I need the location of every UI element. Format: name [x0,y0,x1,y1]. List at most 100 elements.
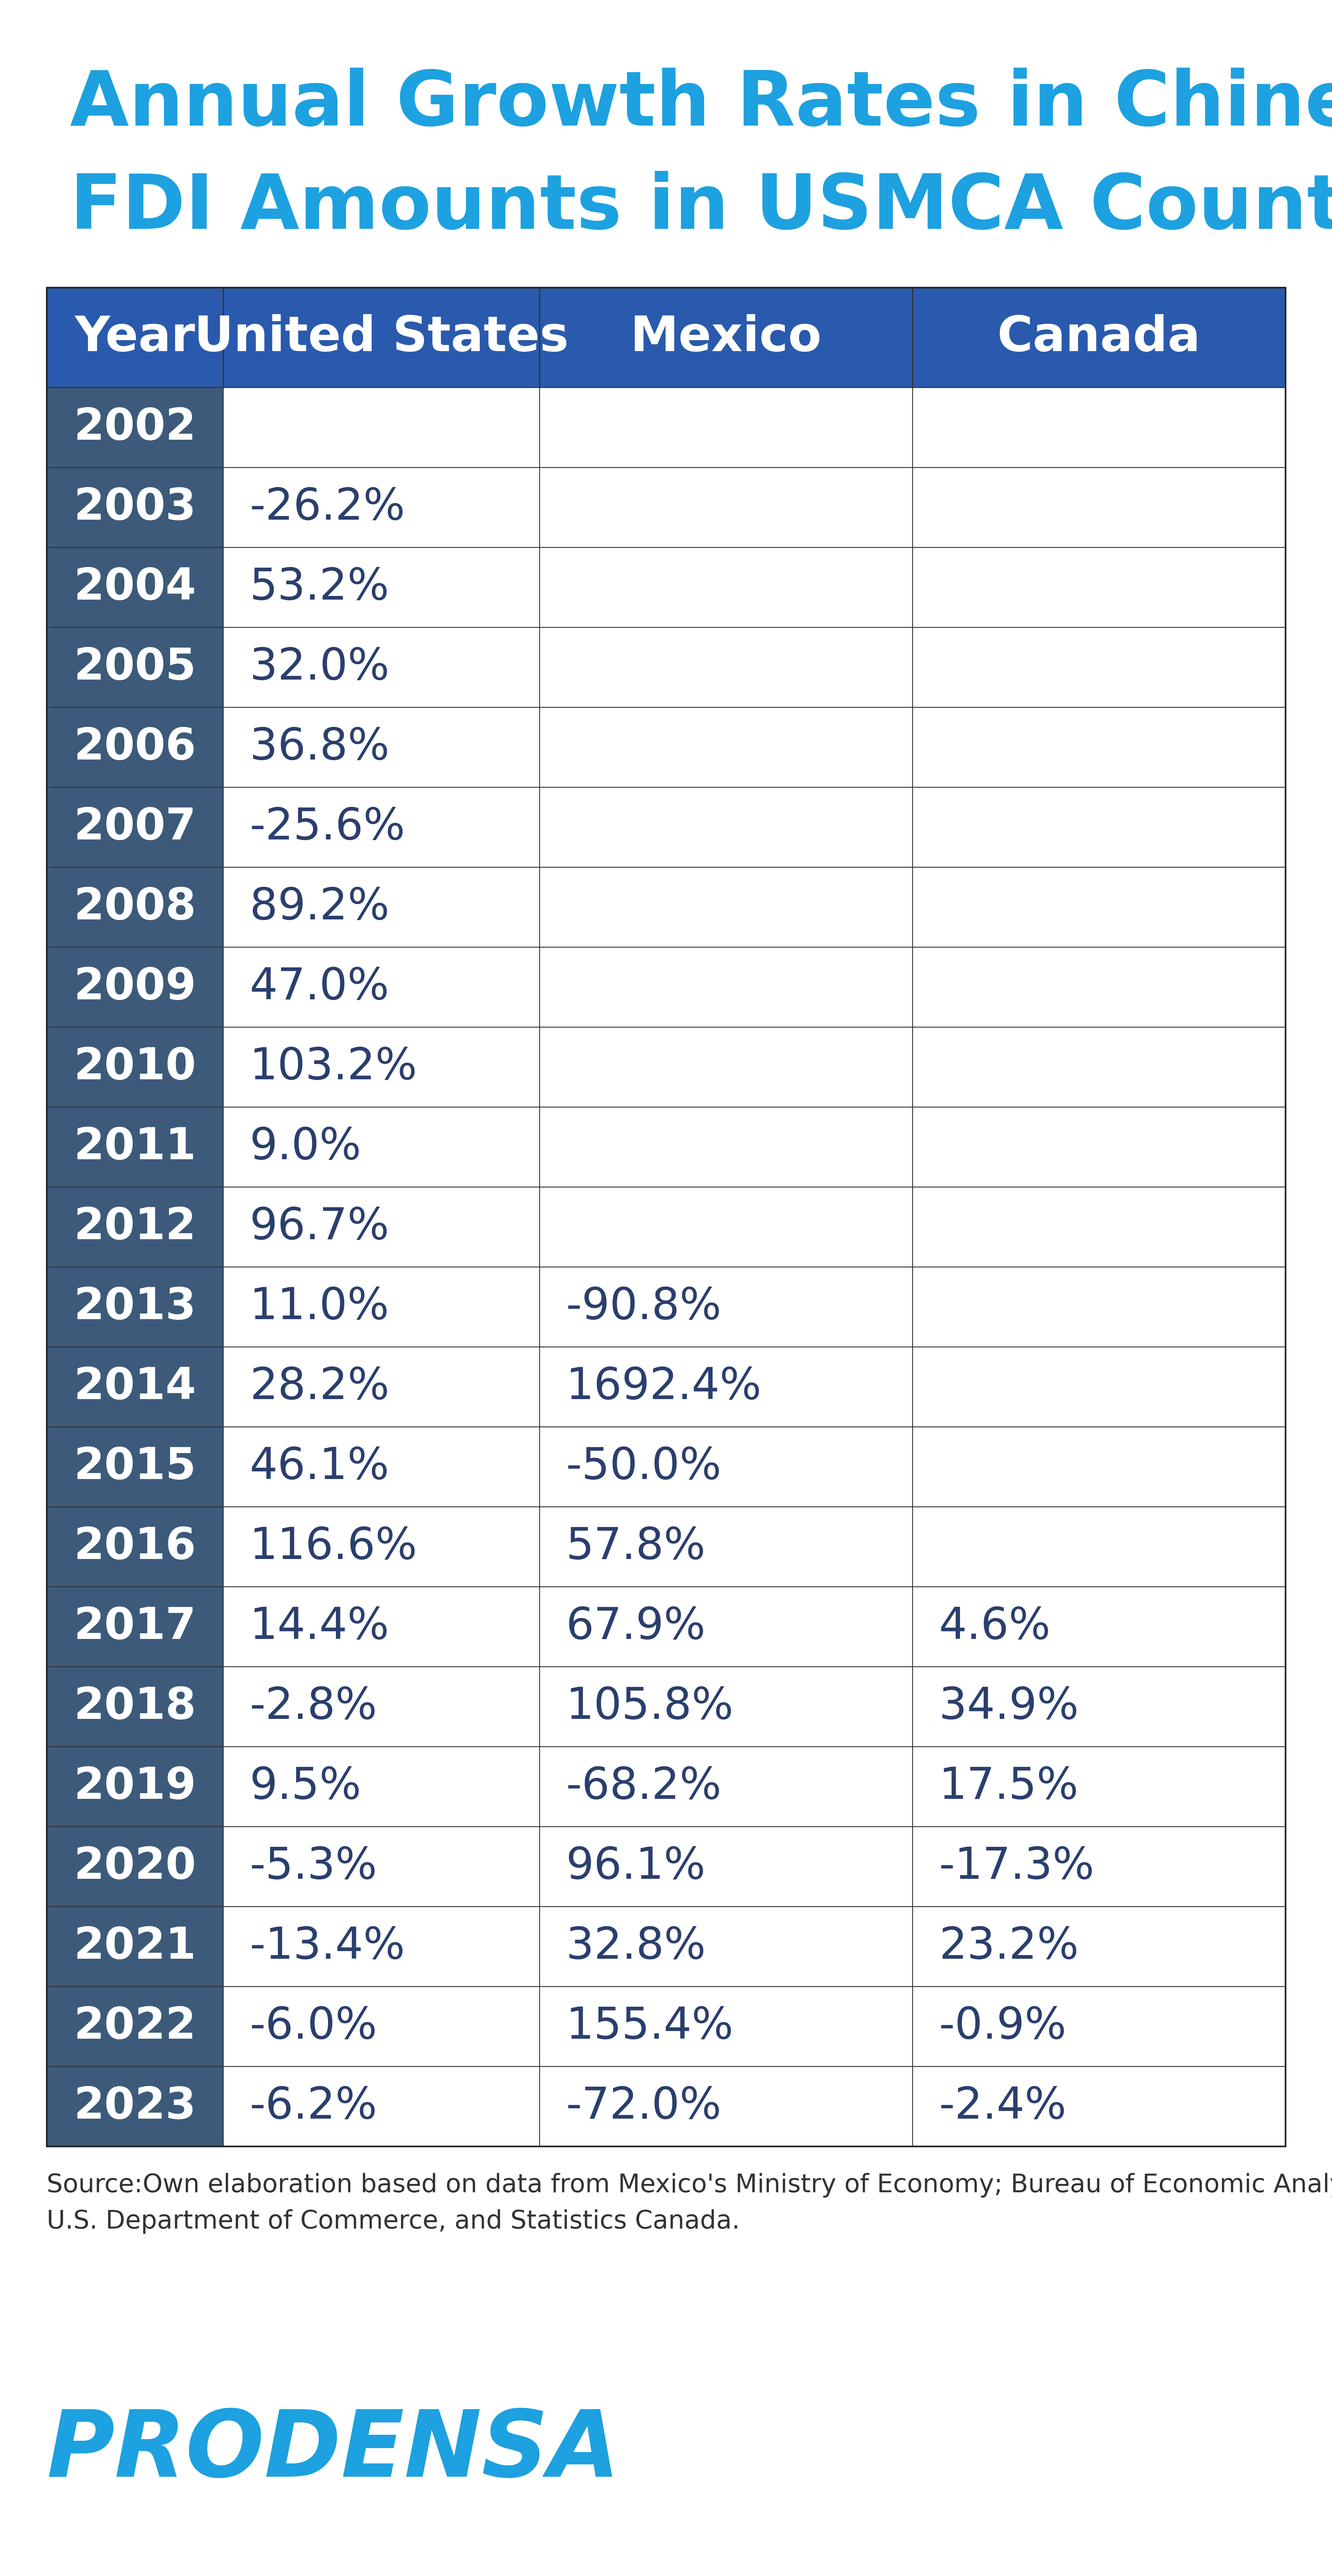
Bar [912,1587,1285,1667]
Bar [912,546,1285,629]
Text: Canada: Canada [998,314,1200,361]
Bar [224,1587,539,1667]
Bar [224,948,539,1028]
Text: -13.4%: -13.4% [250,1924,405,1968]
Text: 2022: 2022 [73,2004,196,2048]
Text: 4.6%: 4.6% [939,1605,1051,1649]
Bar [47,1427,224,1507]
Text: FDI Amounts in USMCA Countries 2002–2023: FDI Amounts in USMCA Countries 2002–2023 [69,170,1332,245]
Bar [47,1507,224,1587]
Text: 32.0%: 32.0% [250,647,389,688]
Bar [224,1747,539,1826]
Bar [539,1108,912,1188]
Text: 9.5%: 9.5% [250,1765,361,1808]
Bar [539,1267,912,1347]
Bar [47,466,224,546]
Bar [912,289,1285,386]
Text: 2010: 2010 [73,1046,196,1087]
Bar [224,1986,539,2066]
Bar [224,2066,539,2146]
Bar [47,708,224,788]
Bar [912,629,1285,708]
Bar [47,1028,224,1108]
Bar [224,1028,539,1108]
Bar [912,1188,1285,1267]
Text: 2008: 2008 [73,886,196,927]
Bar [912,1747,1285,1826]
Text: 17.5%: 17.5% [939,1765,1079,1808]
Text: 9.0%: 9.0% [250,1126,361,1167]
Text: 2011: 2011 [73,1126,196,1167]
Bar [224,1906,539,1986]
Text: 53.2%: 53.2% [250,567,389,608]
Bar [224,1267,539,1347]
Bar [47,289,224,386]
Bar [912,868,1285,948]
Bar [224,788,539,868]
Text: 2009: 2009 [73,966,196,1007]
Text: 2019: 2019 [73,1765,196,1808]
Text: 2016: 2016 [73,1525,196,1569]
Text: 2004: 2004 [73,567,196,608]
Bar [224,868,539,948]
Text: 2015: 2015 [73,1445,196,1489]
Text: -5.3%: -5.3% [250,1844,377,1888]
Bar [912,1826,1285,1906]
Text: -26.2%: -26.2% [250,487,405,528]
Bar [912,788,1285,868]
Bar [539,1986,912,2066]
Text: PRODENSA: PRODENSA [47,2406,619,2496]
Bar [47,546,224,629]
Text: 96.7%: 96.7% [250,1206,389,1247]
Text: 2014: 2014 [73,1365,196,1409]
Text: 2020: 2020 [73,1844,196,1888]
Bar [224,1188,539,1267]
Text: -25.6%: -25.6% [250,806,405,848]
Text: Annual Growth Rates in Chinese: Annual Growth Rates in Chinese [69,67,1332,142]
Text: 2023: 2023 [73,2084,196,2128]
Bar [224,1347,539,1427]
Bar [539,1906,912,1986]
Text: 47.0%: 47.0% [250,966,389,1007]
Bar [224,289,539,386]
Bar [912,2066,1285,2146]
Text: 96.1%: 96.1% [566,1844,706,1888]
Bar [224,546,539,629]
Text: 103.2%: 103.2% [250,1046,417,1087]
Text: 155.4%: 155.4% [566,2004,734,2048]
Bar [47,1587,224,1667]
Text: Year: Year [75,314,194,361]
Bar [912,466,1285,546]
Bar [539,868,912,948]
Bar [47,1747,224,1826]
Text: -17.3%: -17.3% [939,1844,1095,1888]
Bar [912,1347,1285,1427]
Text: 14.4%: 14.4% [250,1605,389,1649]
Text: 1692.4%: 1692.4% [566,1365,762,1409]
Bar [539,788,912,868]
Bar [539,1587,912,1667]
Bar [539,629,912,708]
Text: 34.9%: 34.9% [939,1685,1079,1728]
Text: 2002: 2002 [73,407,196,448]
Bar [47,386,224,466]
Bar [539,1427,912,1507]
Bar [224,386,539,466]
Text: 2018: 2018 [73,1685,196,1728]
Bar [539,1188,912,1267]
Text: 2021: 2021 [73,1924,196,1968]
Text: -90.8%: -90.8% [566,1285,722,1329]
Bar [47,1188,224,1267]
Bar [539,1347,912,1427]
Bar [539,1747,912,1826]
Bar [47,1267,224,1347]
Text: 2017: 2017 [73,1605,196,1649]
Text: 2013: 2013 [73,1285,196,1329]
Text: 105.8%: 105.8% [566,1685,734,1728]
Bar [539,466,912,546]
Bar [912,1906,1285,1986]
Bar [912,1507,1285,1587]
Bar [224,1507,539,1587]
Bar [912,1267,1285,1347]
Bar [912,708,1285,788]
